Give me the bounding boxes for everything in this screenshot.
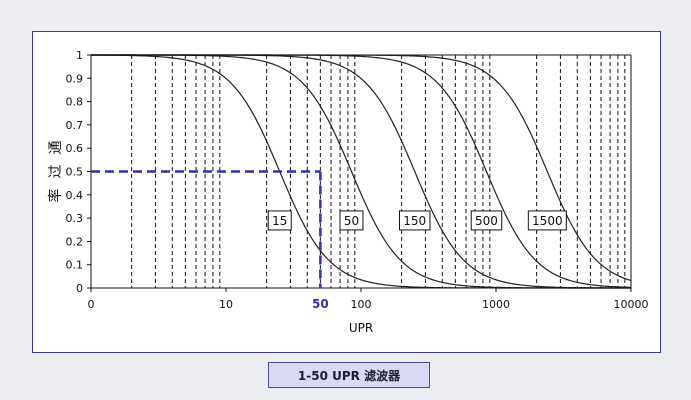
filter-caption: 1-50 UPR 滤波器 <box>268 362 430 388</box>
curve-label-box <box>339 210 364 231</box>
y-tick-label: 1 <box>76 49 83 62</box>
x-tick-label: 10000 <box>614 298 649 311</box>
y-tick-label: 0.2 <box>66 235 84 248</box>
curve-label: 1500 <box>532 214 563 228</box>
chart-panel: 0 0.1 0.2 0.3 0.4 0.5 0.6 0.7 0.8 0.9 1 0 10 100 1000 1… <box>32 31 661 353</box>
y-axis-label-char: 率 <box>47 189 64 203</box>
curve-label-box <box>470 210 503 231</box>
y-tick-label: 0.4 <box>66 189 84 202</box>
curve-label-box <box>527 210 567 231</box>
highlight-x-label: 50 <box>312 297 329 311</box>
curve-label-box <box>267 210 292 231</box>
curve-label: 150 <box>403 214 426 228</box>
y-tick-label: 0.9 <box>66 72 84 85</box>
x-tick-label: 100 <box>351 298 372 311</box>
curve-label-box <box>398 210 431 231</box>
x-tick-label: 1000 <box>482 298 510 311</box>
curve-label: 500 <box>475 214 498 228</box>
y-tick-label: 0.6 <box>66 142 84 155</box>
curve-label: 50 <box>344 214 359 228</box>
y-axis-label-char: 通 <box>48 141 64 155</box>
y-axis-label-char: 过 <box>48 165 64 179</box>
y-tick-label: 0.1 <box>66 259 84 272</box>
y-tick-label: 0.5 <box>66 166 84 179</box>
x-tick-label: 10 <box>219 298 233 311</box>
y-tick-label: 0.3 <box>66 212 84 225</box>
curve-label: 15 <box>272 214 287 228</box>
filter-pass-rate-chart: 00.10.20.30.40.50.60.70.80.910 10 100 1000 1… <box>47 49 649 335</box>
x-axis-label: UPR <box>349 321 373 335</box>
y-tick-label: 0 <box>76 282 83 295</box>
y-tick-label: 0.8 <box>66 96 84 109</box>
y-tick-label: 0.7 <box>66 119 84 132</box>
x-tick-label: 0 <box>88 298 95 311</box>
